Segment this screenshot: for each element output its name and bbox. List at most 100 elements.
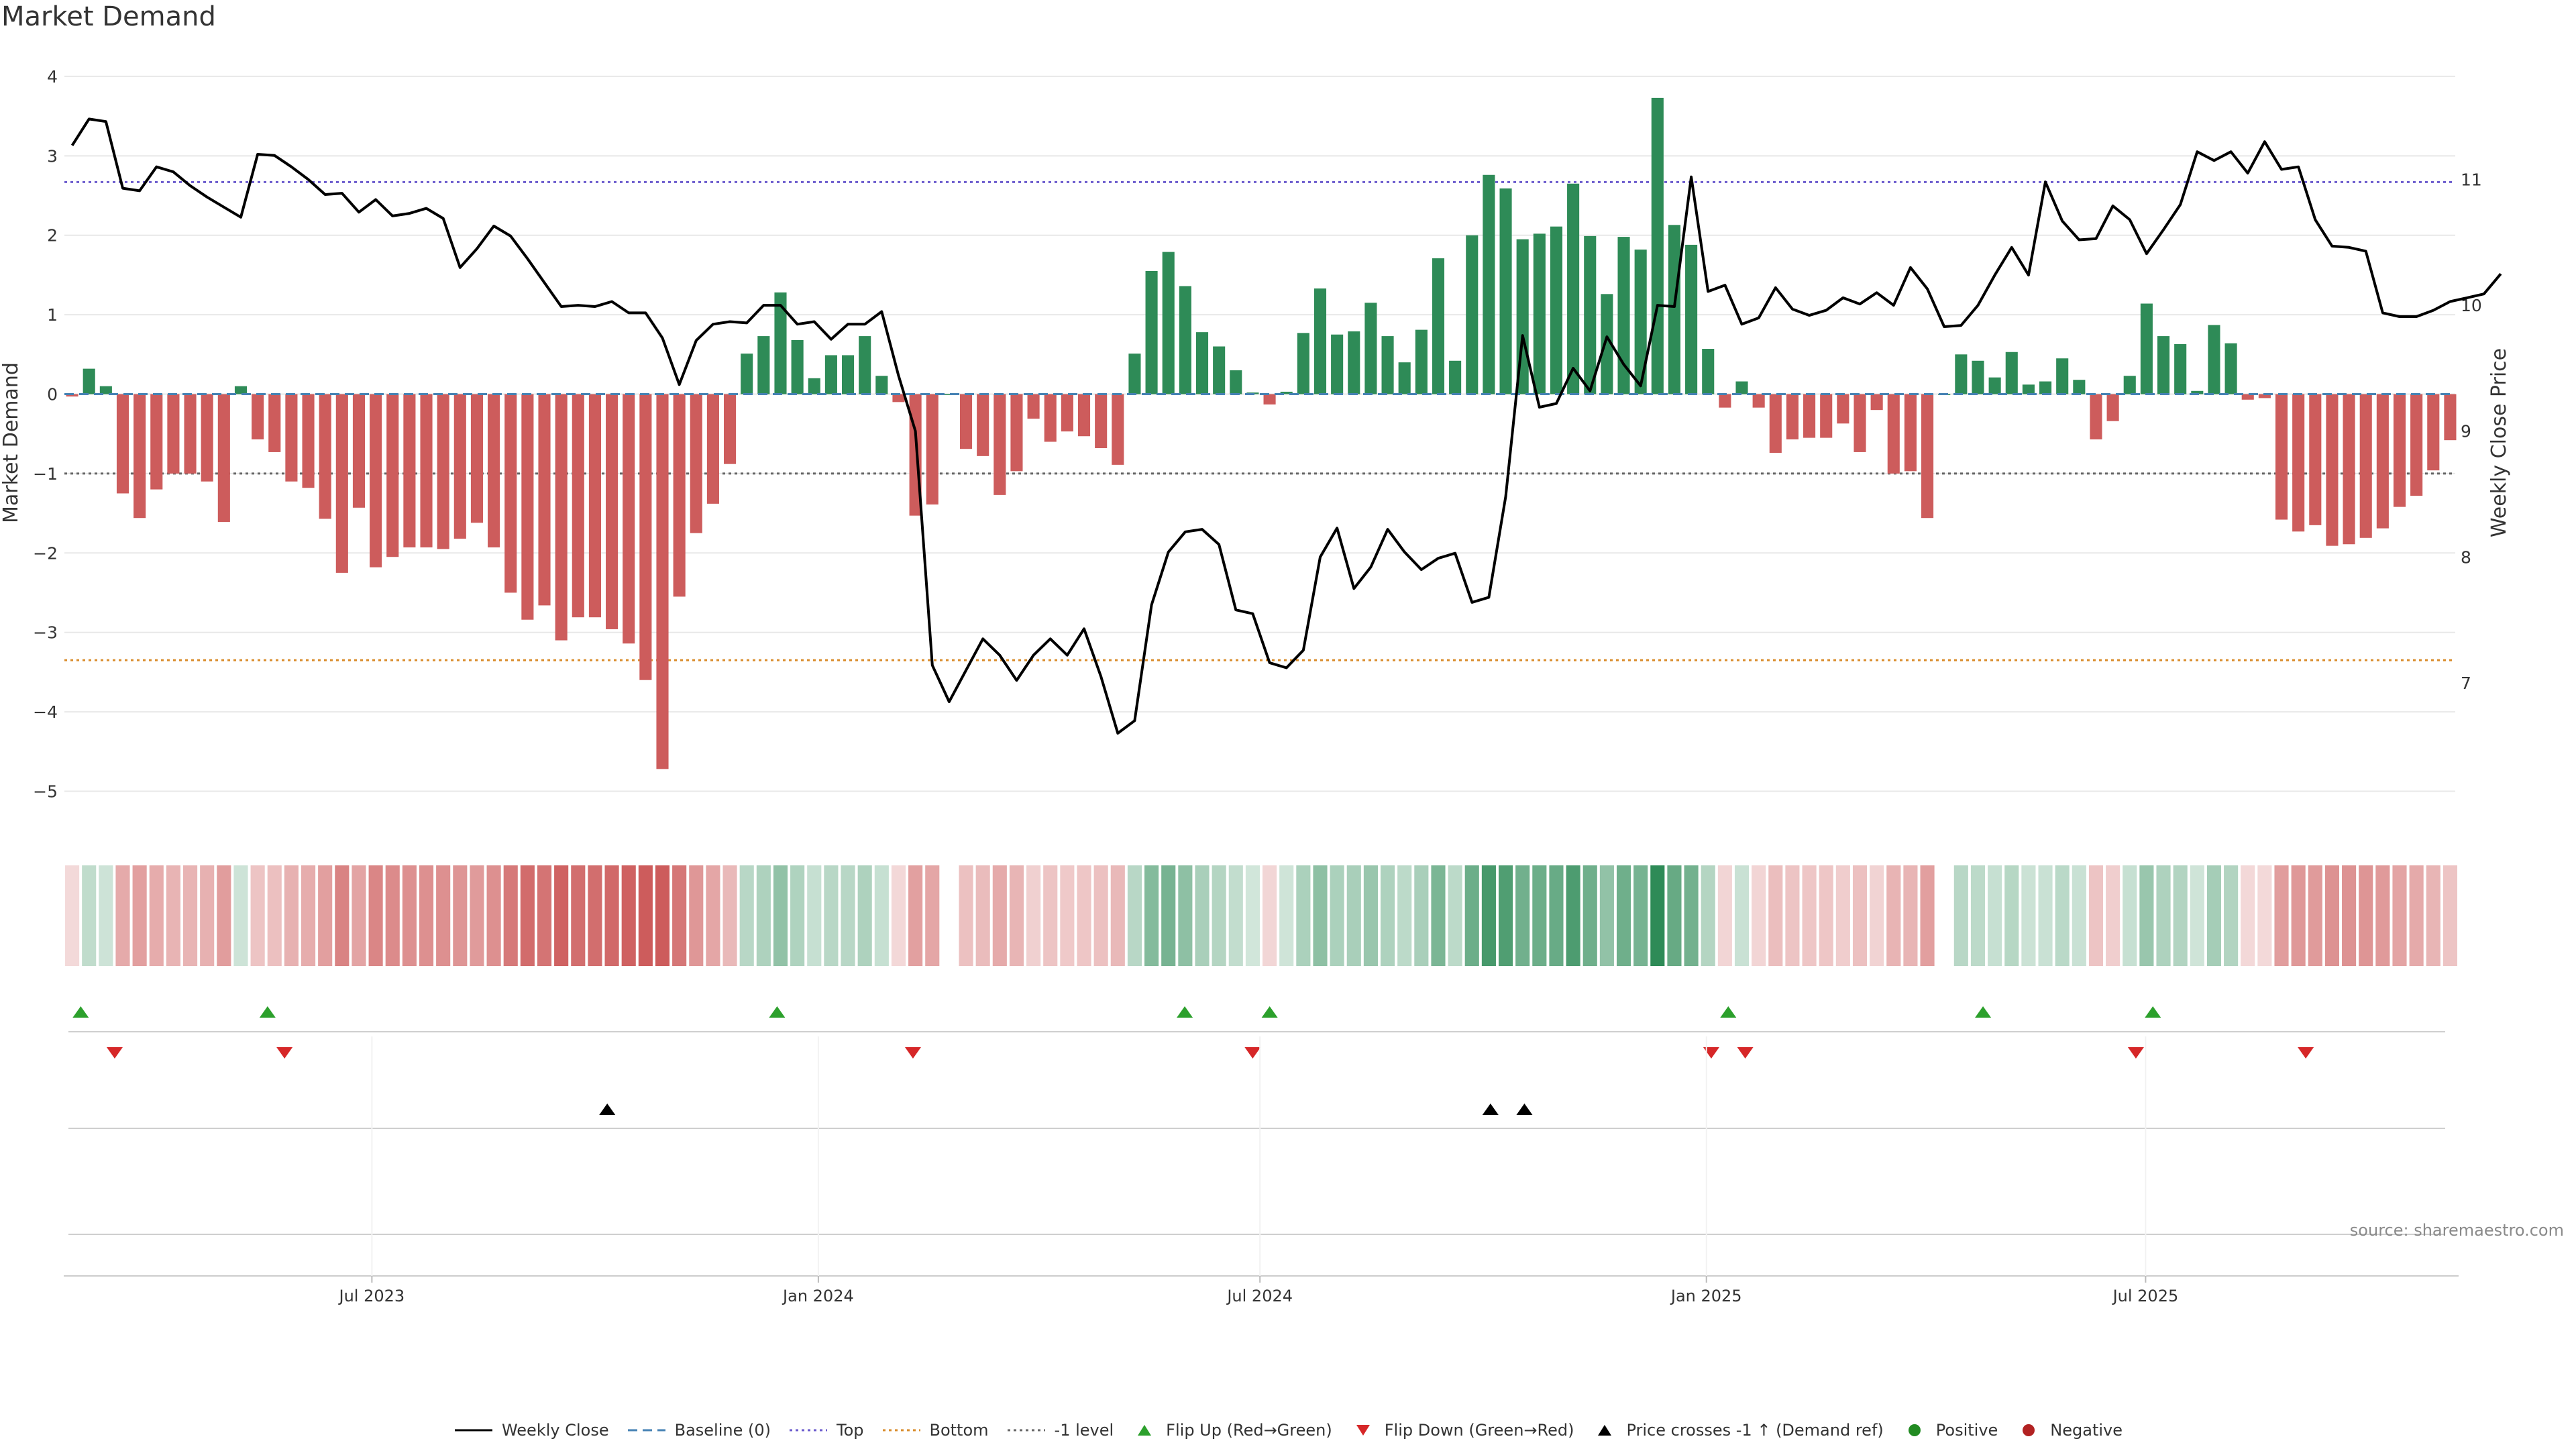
demand-bar xyxy=(1095,394,1108,449)
heat-cell xyxy=(1886,865,1901,966)
demand-bar xyxy=(555,394,568,641)
y-tick-label: 4 xyxy=(47,67,58,87)
y-tick-label: −5 xyxy=(33,782,58,801)
legend-item-negative[interactable]: Negative xyxy=(2015,1421,2123,1440)
demand-bar xyxy=(184,394,197,474)
heat-cell xyxy=(1752,865,1766,966)
heat-cell xyxy=(1380,865,1395,966)
heat-cell xyxy=(1195,865,1210,966)
triangle-down-red-icon xyxy=(1356,1425,1370,1436)
heat-cell xyxy=(756,865,771,966)
flip-up-marker xyxy=(2145,1006,2161,1018)
demand-bar xyxy=(588,394,601,618)
heat-cell xyxy=(1684,865,1699,966)
demand-bar xyxy=(2191,390,2204,394)
legend-item-price-cross[interactable]: Price crosses -1 ↑ (Demand ref) xyxy=(1591,1421,1884,1440)
demand-bar xyxy=(1752,394,1765,408)
demand-bar xyxy=(1398,362,1411,394)
demand-bar xyxy=(2275,394,2288,520)
heat-cell xyxy=(520,865,535,966)
y-tick-label: 1 xyxy=(47,305,58,325)
demand-bar xyxy=(1263,394,1276,405)
legend-item-flip-down[interactable]: Flip Down (Green→Red) xyxy=(1350,1421,1574,1440)
demand-bar xyxy=(2123,376,2136,394)
heat-cell xyxy=(1228,865,1243,966)
x-tick-label: Jan 2025 xyxy=(1670,1287,1742,1305)
heat-cell xyxy=(217,865,231,966)
heat-cell xyxy=(722,865,737,966)
demand-bar xyxy=(1483,174,1495,394)
legend-label: Baseline (0) xyxy=(674,1421,771,1440)
heat-cell xyxy=(267,865,282,966)
heat-cell xyxy=(554,865,569,966)
heat-cell xyxy=(402,865,417,966)
demand-bar xyxy=(1854,394,1866,452)
legend-item-baseline[interactable]: Baseline (0) xyxy=(627,1421,771,1440)
heat-cell xyxy=(2190,865,2204,966)
demand-bar xyxy=(1651,97,1664,394)
demand-bar xyxy=(690,394,702,533)
legend-item-bottom[interactable]: Bottom xyxy=(881,1421,989,1440)
heat-cell xyxy=(1144,865,1159,966)
demand-bar xyxy=(1584,235,1597,394)
demand-bar xyxy=(167,394,180,474)
heat-cell xyxy=(1701,865,1715,966)
demand-bar xyxy=(1010,394,1023,472)
heat-cell xyxy=(689,865,704,966)
demand-bar xyxy=(538,394,551,606)
demand-bar xyxy=(2359,394,2372,538)
heat-cell xyxy=(1566,865,1580,966)
dotted-line-gray-icon xyxy=(1007,1429,1045,1432)
flip-down-marker xyxy=(276,1047,293,1059)
heat-cell xyxy=(2375,865,2390,966)
demand-bar xyxy=(1988,377,2001,394)
y-tick-label: −3 xyxy=(33,623,58,643)
heat-cell xyxy=(250,865,265,966)
demand-bar xyxy=(606,394,619,629)
demand-bar xyxy=(926,394,938,505)
legend-item-top[interactable]: Top xyxy=(788,1421,864,1440)
demand-bar xyxy=(1145,270,1158,394)
x-tick-label: Jan 2024 xyxy=(782,1287,854,1305)
heat-cell xyxy=(368,865,383,966)
demand-bar xyxy=(1128,354,1141,394)
legend-item-weekly-close[interactable]: Weekly Close xyxy=(453,1421,609,1440)
demand-bar xyxy=(1061,394,1073,432)
legend-item-positive[interactable]: Positive xyxy=(1901,1421,1998,1440)
flip-up-marker xyxy=(72,1006,89,1018)
legend: Weekly Close Baseline (0) Top Bottom -1 … xyxy=(0,1417,2576,1444)
heat-cell xyxy=(1717,865,1732,966)
legend-item-flip-up[interactable]: Flip Up (Red→Green) xyxy=(1131,1421,1332,1440)
circle-red-icon xyxy=(2023,1424,2035,1436)
heat-cell xyxy=(1313,865,1328,966)
demand-bar xyxy=(504,394,517,593)
chart-title: Market Demand xyxy=(1,1,216,32)
y2-tick-label: 8 xyxy=(2461,547,2471,567)
price-cross-marker xyxy=(1482,1104,1499,1115)
legend-item-minus1[interactable]: -1 level xyxy=(1006,1421,1114,1440)
price-cross-marker xyxy=(1516,1104,1533,1115)
heat-cell xyxy=(992,865,1007,966)
heat-cell xyxy=(1263,865,1277,966)
demand-bar xyxy=(639,394,652,680)
legend-label: Negative xyxy=(2050,1421,2123,1440)
y-tick-label: 3 xyxy=(47,146,58,166)
demand-bar xyxy=(656,394,669,769)
heat-cell xyxy=(2324,865,2340,966)
legend-label: -1 level xyxy=(1054,1421,1114,1440)
heat-cell xyxy=(621,865,636,966)
heat-cell xyxy=(874,865,889,966)
legend-label: Positive xyxy=(1935,1421,1998,1440)
dotted-line-purple-icon xyxy=(790,1429,827,1432)
heat-cell xyxy=(1903,865,1918,966)
demand-bar xyxy=(824,355,837,394)
legend-label: Weekly Close xyxy=(501,1421,609,1440)
demand-bar xyxy=(757,336,770,394)
legend-label: Price crosses -1 ↑ (Demand ref) xyxy=(1626,1421,1884,1440)
demand-bar xyxy=(1803,394,1816,438)
heat-cell xyxy=(1616,865,1631,966)
x-tick-label: Jul 2025 xyxy=(2112,1287,2179,1305)
heat-cell xyxy=(857,865,872,966)
heat-cell xyxy=(2274,865,2289,966)
